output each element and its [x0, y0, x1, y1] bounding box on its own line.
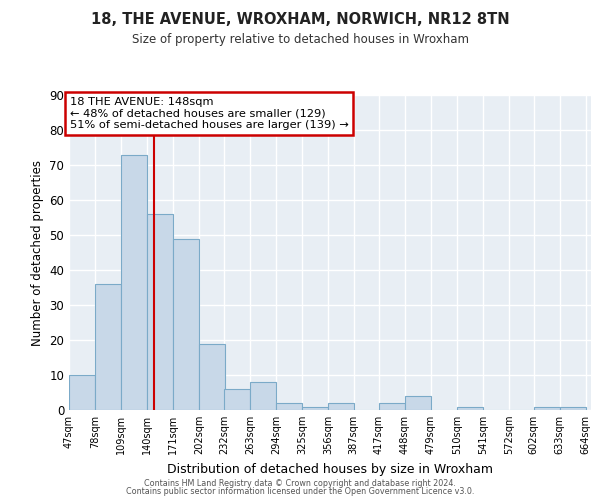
Bar: [379, 403, 404, 410]
Bar: [95, 284, 121, 410]
Bar: [457, 406, 482, 410]
Bar: [173, 238, 199, 410]
Bar: [276, 403, 302, 410]
Bar: [534, 406, 560, 410]
Bar: [121, 154, 146, 410]
Text: Contains public sector information licensed under the Open Government Licence v3: Contains public sector information licen…: [126, 487, 474, 496]
Bar: [405, 396, 431, 410]
Bar: [69, 375, 95, 410]
Bar: [328, 403, 353, 410]
Bar: [199, 344, 224, 410]
X-axis label: Distribution of detached houses by size in Wroxham: Distribution of detached houses by size …: [167, 462, 493, 475]
Bar: [224, 389, 250, 410]
Text: Contains HM Land Registry data © Crown copyright and database right 2024.: Contains HM Land Registry data © Crown c…: [144, 478, 456, 488]
Bar: [147, 214, 173, 410]
Text: 18 THE AVENUE: 148sqm
← 48% of detached houses are smaller (129)
51% of semi-det: 18 THE AVENUE: 148sqm ← 48% of detached …: [70, 97, 349, 130]
Bar: [560, 406, 586, 410]
Bar: [250, 382, 275, 410]
Y-axis label: Number of detached properties: Number of detached properties: [31, 160, 44, 346]
Text: 18, THE AVENUE, WROXHAM, NORWICH, NR12 8TN: 18, THE AVENUE, WROXHAM, NORWICH, NR12 8…: [91, 12, 509, 28]
Text: Size of property relative to detached houses in Wroxham: Size of property relative to detached ho…: [131, 32, 469, 46]
Bar: [302, 406, 328, 410]
